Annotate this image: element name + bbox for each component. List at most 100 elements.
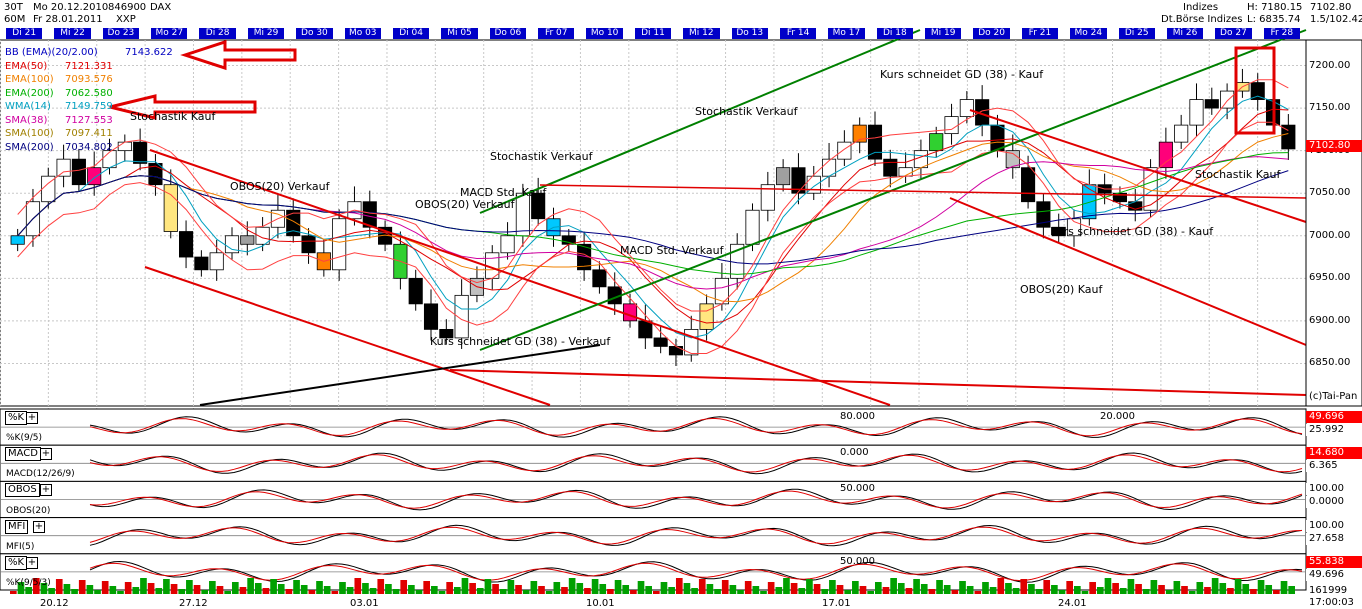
volume-bar <box>1112 583 1119 594</box>
trend-line <box>144 266 551 406</box>
candle-body <box>1112 192 1127 203</box>
candle-body <box>1051 226 1066 237</box>
indicator-row[interactable]: BB (EMA)(20/2.00) 7143.622 <box>5 47 173 59</box>
volume-bar <box>1280 581 1288 594</box>
volume-bar <box>507 580 515 594</box>
sub-panel-sublabel: %K(9/5) <box>6 433 42 444</box>
volume-bar <box>354 578 362 594</box>
indicator-label: BB (EMA)(20/2.00) <box>5 47 98 58</box>
moving-average-line <box>17 95 1289 339</box>
volume-bar <box>476 588 484 594</box>
volume-bar <box>1005 583 1012 594</box>
volume-bar <box>905 588 913 594</box>
volume-bar <box>1211 578 1219 594</box>
day-label: Fr 14 <box>779 28 817 39</box>
sub-panel-sublabel: %K(9/5/3) <box>6 578 51 588</box>
expand-icon[interactable]: + <box>33 520 45 533</box>
volume-bar <box>400 580 408 594</box>
expand-icon[interactable]: + <box>26 556 38 569</box>
candle-body <box>745 209 760 245</box>
volume-bar <box>163 579 170 594</box>
indicator-row[interactable]: EMA(50) 7121.331 <box>5 60 113 73</box>
volume-bar <box>966 586 974 594</box>
annotation-label: Kurs schneidet GD (38) - Kauf <box>880 68 1044 81</box>
volume-bar <box>1219 583 1227 594</box>
volume-bar <box>86 585 94 594</box>
day-label: Mi 29 <box>247 28 285 39</box>
sub-panel-level: 20.000 <box>1100 411 1135 422</box>
volume-bar <box>1127 579 1135 594</box>
day-label: Fr 07 <box>538 28 575 39</box>
volume-bar <box>1234 579 1242 594</box>
indicator-row[interactable]: SMA(38) 7127.553 <box>5 115 113 127</box>
volume-bar <box>216 586 224 594</box>
volume-bar <box>874 582 882 594</box>
annotation-label: OBOS(20) Verkauf <box>415 198 516 211</box>
annotation-label: MACD Std. Verkauf <box>620 244 725 257</box>
sub-panel-level: 50.000 <box>840 483 875 495</box>
annotation-label: Stochastik Verkauf <box>490 150 594 163</box>
indicator-value: 7149.759 <box>65 101 113 112</box>
volume-bar <box>530 581 538 594</box>
volume-bar <box>982 582 989 594</box>
last-price-marker: 7102.80 <box>1306 140 1362 152</box>
volume-max: 161999 <box>1309 585 1348 596</box>
day-label: Do 20 <box>973 28 1010 39</box>
x-tick-label: 03.01 <box>350 598 379 609</box>
volume-bar <box>331 591 339 594</box>
volume-bar <box>1081 591 1089 594</box>
volume-bar <box>186 580 193 594</box>
candle-body <box>71 158 86 186</box>
sub-panel-title[interactable]: MACD <box>5 447 41 462</box>
x-tick-label: 27.12 <box>179 598 208 609</box>
volume-bar <box>209 581 216 594</box>
sub-panel-title[interactable]: MFI <box>5 519 29 534</box>
highlight-box <box>1234 46 1276 135</box>
volume-bar <box>897 583 905 594</box>
indicator-row[interactable]: WMA(14) 7149.759 <box>5 101 113 113</box>
volume-bar <box>1104 578 1112 594</box>
sub-panel-title[interactable]: OBOS <box>5 483 40 498</box>
volume-bar <box>798 588 806 594</box>
volume-bar <box>943 585 951 594</box>
volume-bar <box>1119 588 1127 594</box>
interval2-label: 60M <box>4 14 26 25</box>
sub-panel-title[interactable]: %K <box>5 411 28 425</box>
volume-bar <box>767 582 775 594</box>
candle-body <box>1174 124 1189 143</box>
volume-bar <box>1242 584 1250 594</box>
indicator-row[interactable]: SMA(200) 7034.802 <box>5 142 113 154</box>
candle-body <box>622 303 638 322</box>
candle-body <box>944 116 959 135</box>
volume-bar <box>706 584 714 594</box>
indicator-row[interactable]: EMA(200) 7062.580 <box>5 88 113 100</box>
volume-bar <box>675 578 683 594</box>
volume-bar <box>339 582 346 594</box>
sub-panel-level: 50.000 <box>840 555 875 567</box>
market-label: Dt.Börse Indizes <box>1161 14 1243 25</box>
sub-panel-title[interactable]: %K <box>5 555 28 570</box>
candle-body <box>1143 167 1158 211</box>
volume-bar <box>729 585 737 594</box>
sub-panel-value: 49.696 <box>1306 568 1362 581</box>
candle-body <box>454 294 469 339</box>
candle-body <box>1005 150 1020 169</box>
indicator-row[interactable]: EMA(100) 7093.576 <box>5 74 113 86</box>
annotation-label: OBOS(20) Verkauf <box>230 180 331 193</box>
indicator-label: EMA(50) <box>5 60 48 72</box>
expand-icon[interactable]: + <box>40 448 52 461</box>
y-tick-label: 6900.00 <box>1309 314 1351 326</box>
candle-body <box>638 320 653 339</box>
volume-bar <box>1196 582 1204 594</box>
expand-icon[interactable]: + <box>26 412 38 424</box>
volume-bar <box>1074 586 1081 594</box>
candle-body <box>959 99 974 118</box>
indicator-row[interactable]: SMA(100) 7097.411 <box>5 128 113 140</box>
volume-bar <box>660 582 668 594</box>
volume-bar <box>913 579 920 594</box>
expand-icon[interactable]: + <box>40 484 52 497</box>
candle-body <box>286 209 301 237</box>
low-value: L: 6835.74 <box>1247 14 1301 25</box>
volume-bar <box>691 588 698 594</box>
